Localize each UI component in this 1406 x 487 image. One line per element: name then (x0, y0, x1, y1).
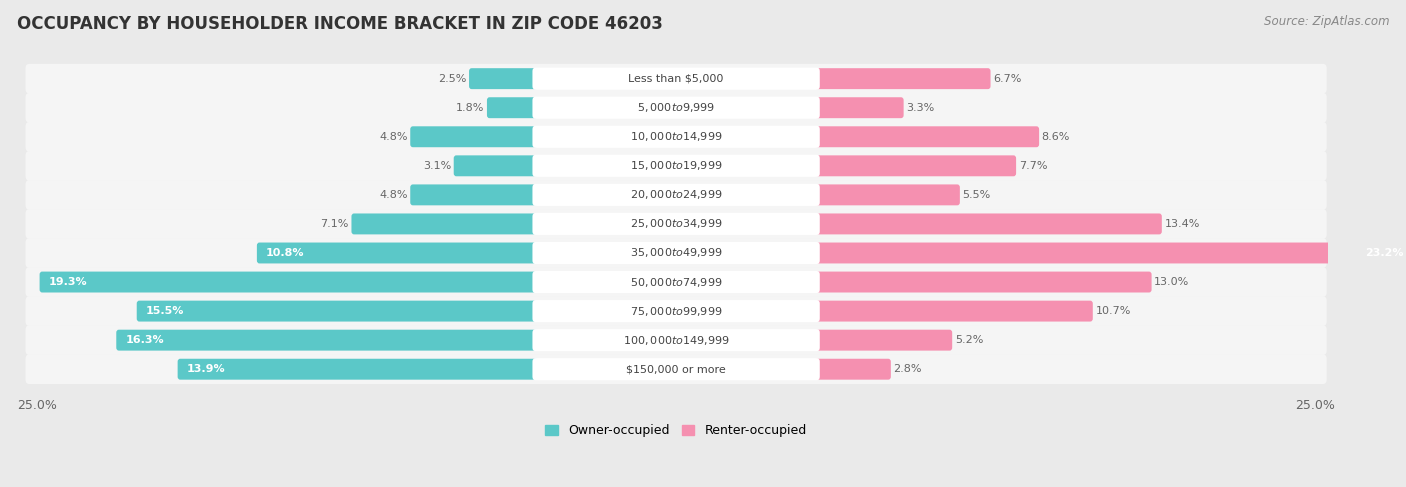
Text: $75,000 to $99,999: $75,000 to $99,999 (630, 304, 723, 318)
Text: Source: ZipAtlas.com: Source: ZipAtlas.com (1264, 15, 1389, 28)
Text: 3.3%: 3.3% (907, 103, 935, 112)
Text: $5,000 to $9,999: $5,000 to $9,999 (637, 101, 716, 114)
FancyBboxPatch shape (814, 213, 1161, 234)
FancyBboxPatch shape (814, 97, 904, 118)
FancyBboxPatch shape (136, 300, 538, 321)
FancyBboxPatch shape (470, 68, 538, 89)
Text: OCCUPANCY BY HOUSEHOLDER INCOME BRACKET IN ZIP CODE 46203: OCCUPANCY BY HOUSEHOLDER INCOME BRACKET … (17, 15, 662, 33)
Text: $35,000 to $49,999: $35,000 to $49,999 (630, 246, 723, 260)
FancyBboxPatch shape (533, 242, 820, 264)
FancyBboxPatch shape (25, 93, 1327, 123)
FancyBboxPatch shape (352, 213, 538, 234)
FancyBboxPatch shape (533, 358, 820, 380)
FancyBboxPatch shape (25, 180, 1327, 210)
Text: 10.8%: 10.8% (266, 248, 304, 258)
FancyBboxPatch shape (454, 155, 538, 176)
FancyBboxPatch shape (25, 122, 1327, 151)
FancyBboxPatch shape (533, 329, 820, 351)
Text: 15.5%: 15.5% (146, 306, 184, 316)
Text: 10.7%: 10.7% (1095, 306, 1130, 316)
FancyBboxPatch shape (411, 185, 538, 206)
Text: $25,000 to $34,999: $25,000 to $34,999 (630, 217, 723, 230)
Text: Less than $5,000: Less than $5,000 (628, 74, 724, 84)
FancyBboxPatch shape (814, 185, 960, 206)
Text: 6.7%: 6.7% (993, 74, 1022, 84)
FancyBboxPatch shape (257, 243, 538, 263)
FancyBboxPatch shape (533, 271, 820, 293)
FancyBboxPatch shape (533, 68, 820, 90)
FancyBboxPatch shape (533, 300, 820, 322)
FancyBboxPatch shape (533, 213, 820, 235)
FancyBboxPatch shape (25, 64, 1327, 94)
Text: 5.2%: 5.2% (955, 335, 983, 345)
Text: $100,000 to $149,999: $100,000 to $149,999 (623, 334, 730, 347)
FancyBboxPatch shape (25, 296, 1327, 326)
FancyBboxPatch shape (25, 325, 1327, 355)
Text: $20,000 to $24,999: $20,000 to $24,999 (630, 188, 723, 202)
FancyBboxPatch shape (486, 97, 538, 118)
FancyBboxPatch shape (533, 126, 820, 148)
FancyBboxPatch shape (814, 300, 1092, 321)
Text: 13.9%: 13.9% (187, 364, 225, 374)
Text: 19.3%: 19.3% (49, 277, 87, 287)
FancyBboxPatch shape (117, 330, 538, 351)
FancyBboxPatch shape (814, 330, 952, 351)
FancyBboxPatch shape (25, 267, 1327, 297)
FancyBboxPatch shape (814, 68, 991, 89)
Text: 7.7%: 7.7% (1019, 161, 1047, 171)
Text: 7.1%: 7.1% (321, 219, 349, 229)
FancyBboxPatch shape (533, 184, 820, 206)
Text: 13.0%: 13.0% (1154, 277, 1189, 287)
Text: $150,000 or more: $150,000 or more (626, 364, 725, 374)
Text: $50,000 to $74,999: $50,000 to $74,999 (630, 276, 723, 288)
FancyBboxPatch shape (25, 355, 1327, 384)
Text: 1.8%: 1.8% (456, 103, 485, 112)
Text: 13.4%: 13.4% (1164, 219, 1199, 229)
Text: 4.8%: 4.8% (380, 132, 408, 142)
Text: 16.3%: 16.3% (125, 335, 165, 345)
Text: 5.5%: 5.5% (963, 190, 991, 200)
Text: $15,000 to $19,999: $15,000 to $19,999 (630, 159, 723, 172)
Text: 2.8%: 2.8% (893, 364, 922, 374)
Text: 23.2%: 23.2% (1365, 248, 1403, 258)
FancyBboxPatch shape (533, 97, 820, 119)
FancyBboxPatch shape (25, 238, 1327, 268)
Legend: Owner-occupied, Renter-occupied: Owner-occupied, Renter-occupied (540, 419, 811, 442)
FancyBboxPatch shape (533, 155, 820, 177)
FancyBboxPatch shape (814, 359, 891, 380)
FancyBboxPatch shape (814, 126, 1039, 147)
Text: 3.1%: 3.1% (423, 161, 451, 171)
Text: 8.6%: 8.6% (1042, 132, 1070, 142)
FancyBboxPatch shape (814, 155, 1017, 176)
FancyBboxPatch shape (411, 126, 538, 147)
FancyBboxPatch shape (39, 272, 538, 293)
FancyBboxPatch shape (814, 272, 1152, 293)
Text: 2.5%: 2.5% (439, 74, 467, 84)
FancyBboxPatch shape (25, 151, 1327, 181)
Text: 4.8%: 4.8% (380, 190, 408, 200)
FancyBboxPatch shape (25, 209, 1327, 239)
FancyBboxPatch shape (814, 243, 1406, 263)
Text: $10,000 to $14,999: $10,000 to $14,999 (630, 130, 723, 143)
FancyBboxPatch shape (177, 359, 538, 380)
